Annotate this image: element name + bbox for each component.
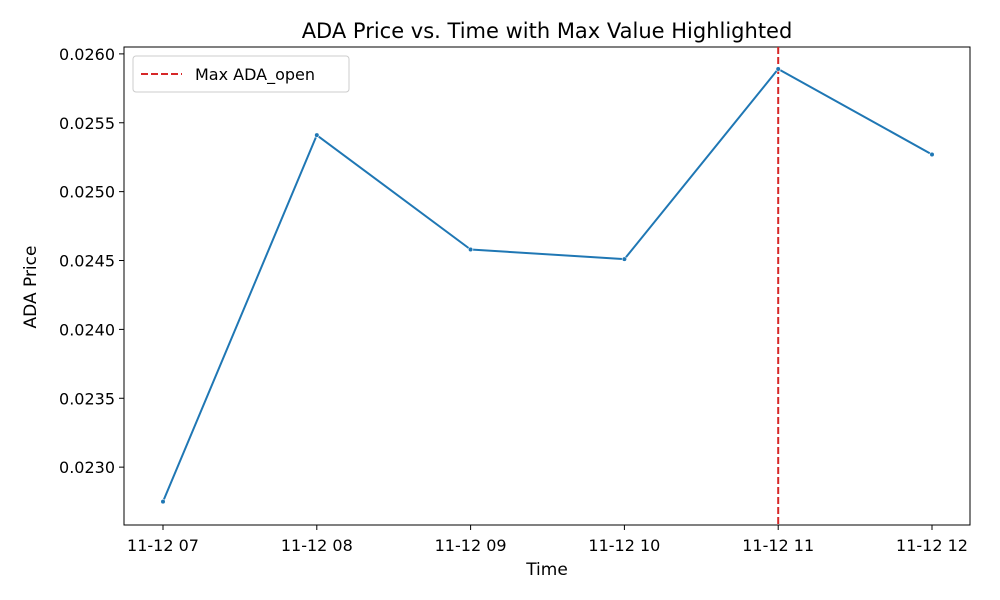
data-point: [775, 66, 781, 72]
legend-box: [132, 55, 350, 93]
plot-area: [123, 46, 971, 526]
y-tick-label: 0.0260: [59, 45, 115, 64]
x-tick-label: 11-12 12: [896, 536, 968, 555]
x-tick-label: 11-12 07: [127, 536, 199, 555]
data-point: [314, 132, 320, 138]
x-tick-label: 11-12 10: [588, 536, 660, 555]
y-tick-label: 0.0255: [59, 114, 115, 133]
chart-title: ADA Price vs. Time with Max Value Highli…: [302, 19, 793, 43]
y-axis: 0.0230 0.0235 0.0240 0.0245 0.0250 0.0255 0.02…: [59, 45, 124, 477]
y-tick-label: 0.0230: [59, 458, 115, 477]
y-tick-label: 0.0240: [59, 320, 115, 339]
x-tick-label: 11-12 09: [435, 536, 507, 555]
x-axis: 11-12 07 11-12 08 11-12 09 11-12 10 11-12 11…: [127, 525, 968, 555]
y-tick-label: 0.0245: [59, 252, 115, 271]
y-axis-label: ADA Price: [21, 246, 41, 329]
y-tick-label: 0.0235: [59, 389, 115, 408]
data-point: [621, 256, 628, 262]
series-layer: [160, 66, 935, 505]
series-line: [162, 68, 933, 502]
data-point: [468, 246, 474, 253]
data-point: [929, 151, 935, 158]
x-axis-label: Time: [525, 560, 568, 580]
legend: Max ADA_open: [132, 55, 350, 93]
x-tick-label: 11-12 08: [281, 536, 353, 555]
legend-label: Max ADA_open: [195, 65, 315, 85]
data-point: [160, 498, 166, 505]
y-tick-label: 0.0250: [59, 183, 115, 202]
x-tick-label: 11-12 11: [742, 536, 814, 555]
